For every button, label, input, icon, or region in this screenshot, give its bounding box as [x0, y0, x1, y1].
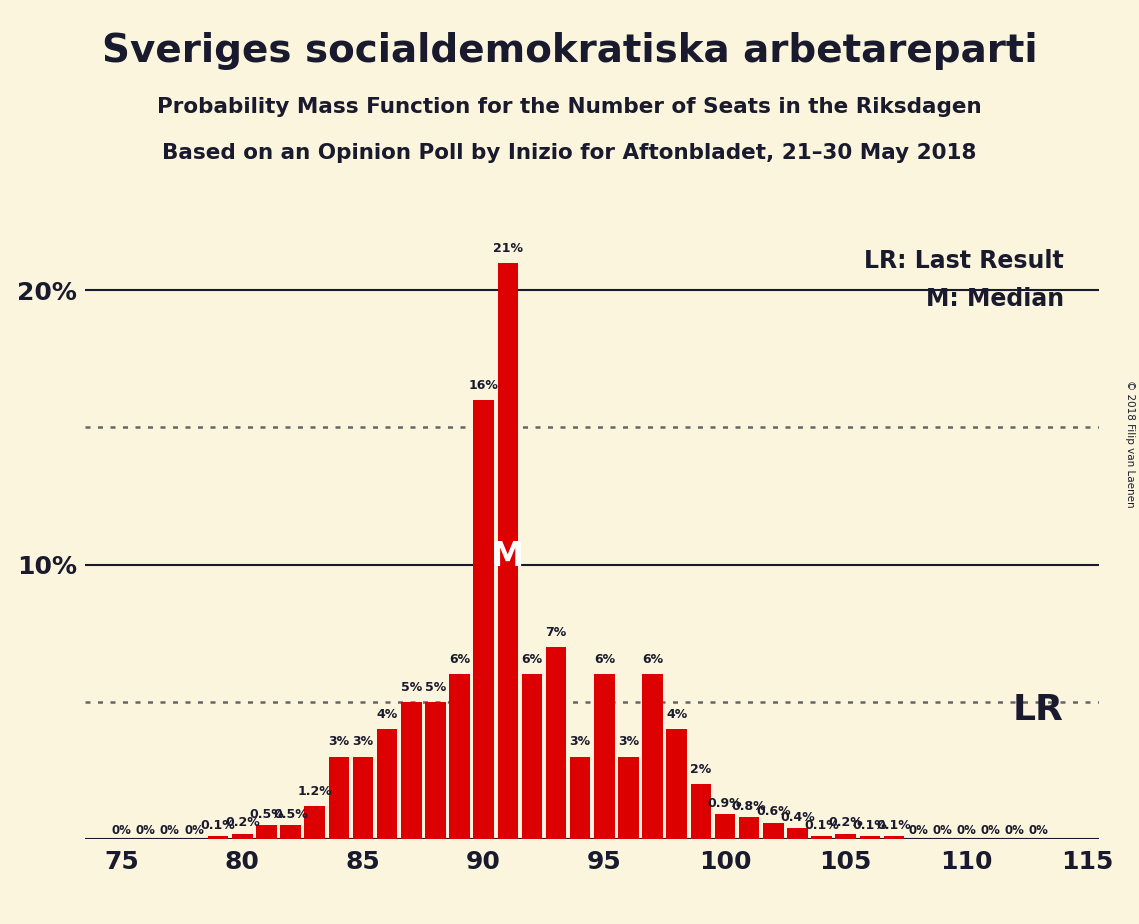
Bar: [787, 828, 808, 839]
Text: 0%: 0%: [933, 824, 952, 837]
Text: 6%: 6%: [642, 653, 663, 666]
Bar: [256, 825, 277, 839]
Text: 0%: 0%: [981, 824, 1000, 837]
Text: 6%: 6%: [593, 653, 615, 666]
Text: 0%: 0%: [1005, 824, 1025, 837]
Text: 0.1%: 0.1%: [200, 820, 236, 833]
Bar: [425, 702, 445, 839]
Bar: [328, 757, 350, 839]
Text: 0.5%: 0.5%: [249, 808, 284, 821]
Text: 0.1%: 0.1%: [877, 820, 911, 833]
Bar: [208, 836, 229, 839]
Text: 3%: 3%: [570, 736, 591, 748]
Bar: [474, 400, 494, 839]
Bar: [715, 814, 736, 839]
Bar: [449, 675, 469, 839]
Text: 0%: 0%: [159, 824, 180, 837]
Text: 0.1%: 0.1%: [804, 820, 839, 833]
Bar: [304, 806, 325, 839]
Bar: [739, 817, 760, 839]
Text: 21%: 21%: [493, 241, 523, 254]
Text: 0%: 0%: [112, 824, 132, 837]
Bar: [595, 675, 615, 839]
Text: 0%: 0%: [957, 824, 976, 837]
Text: 2%: 2%: [690, 763, 712, 776]
Text: Probability Mass Function for the Number of Seats in the Riksdagen: Probability Mass Function for the Number…: [157, 97, 982, 117]
Text: M: M: [491, 540, 524, 573]
Text: 0.1%: 0.1%: [852, 820, 887, 833]
Text: 0.6%: 0.6%: [756, 806, 790, 819]
Bar: [884, 836, 904, 839]
Bar: [811, 836, 831, 839]
Bar: [666, 729, 687, 839]
Bar: [401, 702, 421, 839]
Text: 16%: 16%: [469, 379, 499, 392]
Text: 0.4%: 0.4%: [780, 811, 814, 824]
Bar: [570, 757, 590, 839]
Bar: [498, 262, 518, 839]
Text: 0.2%: 0.2%: [828, 817, 863, 830]
Text: 0.9%: 0.9%: [707, 797, 743, 810]
Bar: [642, 675, 663, 839]
Bar: [522, 675, 542, 839]
Text: M: Median: M: Median: [926, 286, 1064, 310]
Text: 0%: 0%: [136, 824, 156, 837]
Text: 0%: 0%: [1029, 824, 1049, 837]
Text: 1.2%: 1.2%: [297, 784, 333, 797]
Text: © 2018 Filip van Laenen: © 2018 Filip van Laenen: [1125, 380, 1134, 507]
Text: Based on an Opinion Poll by Inizio for Aftonbladet, 21–30 May 2018: Based on an Opinion Poll by Inizio for A…: [162, 143, 977, 164]
Bar: [280, 825, 301, 839]
Text: 4%: 4%: [377, 708, 398, 721]
Text: 7%: 7%: [546, 626, 567, 638]
Text: 0%: 0%: [185, 824, 204, 837]
Text: LR: LR: [1013, 693, 1064, 726]
Text: 3%: 3%: [328, 736, 350, 748]
Text: 0.2%: 0.2%: [224, 817, 260, 830]
Text: 3%: 3%: [352, 736, 374, 748]
Bar: [763, 822, 784, 839]
Text: 0.8%: 0.8%: [732, 800, 767, 813]
Text: 6%: 6%: [449, 653, 470, 666]
Bar: [835, 833, 857, 839]
Bar: [232, 833, 253, 839]
Bar: [546, 647, 566, 839]
Text: Sveriges socialdemokratiska arbetareparti: Sveriges socialdemokratiska arbetarepart…: [101, 32, 1038, 70]
Text: 6%: 6%: [522, 653, 542, 666]
Text: 0.5%: 0.5%: [273, 808, 308, 821]
Text: 0%: 0%: [908, 824, 928, 837]
Text: 5%: 5%: [401, 681, 421, 694]
Text: 5%: 5%: [425, 681, 446, 694]
Bar: [377, 729, 398, 839]
Bar: [690, 784, 711, 839]
Bar: [860, 836, 880, 839]
Text: 4%: 4%: [666, 708, 687, 721]
Bar: [618, 757, 639, 839]
Bar: [353, 757, 374, 839]
Text: LR: Last Result: LR: Last Result: [863, 249, 1064, 273]
Text: 3%: 3%: [618, 736, 639, 748]
